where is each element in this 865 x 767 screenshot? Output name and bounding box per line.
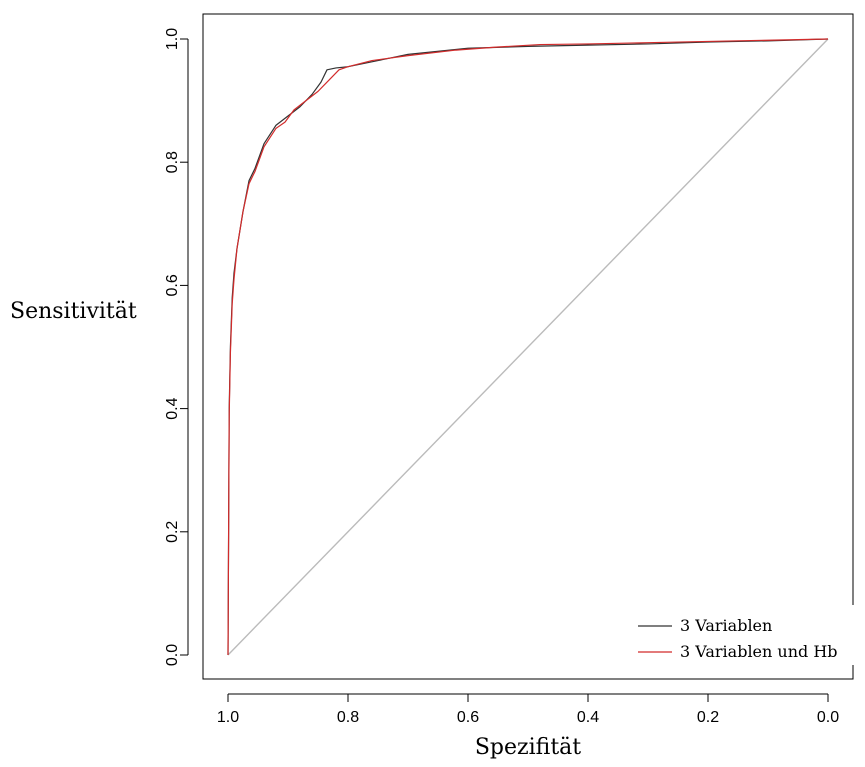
legend-box <box>624 605 856 665</box>
y-ticks: 0.0 0.2 0.4 0.6 0.8 1.0 <box>164 28 188 666</box>
x-tick-label: 0.0 <box>817 709 839 726</box>
reference-diagonal-line <box>227 38 829 656</box>
x-tick-label: 0.6 <box>457 709 479 726</box>
series-line-3-variablen-und-hb <box>227 38 829 656</box>
legend-label-3-variablen-und-hb: 3 Variablen und Hb <box>680 642 838 661</box>
plot-frame <box>202 13 854 680</box>
legend-label-3-variablen: 3 Variablen <box>680 616 772 635</box>
y-tick-label: 1.0 <box>164 28 181 50</box>
y-tick-label: 0.2 <box>164 521 181 543</box>
y-tick-label: 0.0 <box>164 644 181 666</box>
y-tick-label: 0.8 <box>164 151 181 173</box>
y-tick-label: 0.6 <box>164 274 181 296</box>
x-tick-label: 0.4 <box>577 709 599 726</box>
y-tick-label: 0.4 <box>164 397 181 419</box>
x-ticks: 1.0 0.8 0.6 0.4 0.2 0.0 <box>217 694 839 726</box>
x-tick-label: 1.0 <box>217 709 239 726</box>
legend: 3 Variablen 3 Variablen und Hb <box>624 605 856 665</box>
x-tick-label: 0.8 <box>337 709 359 726</box>
x-tick-label: 0.2 <box>697 709 719 726</box>
series-layer <box>227 38 829 656</box>
x-axis-title: Spezifität <box>475 735 581 760</box>
y-axis-title: Sensitivität <box>10 299 137 324</box>
